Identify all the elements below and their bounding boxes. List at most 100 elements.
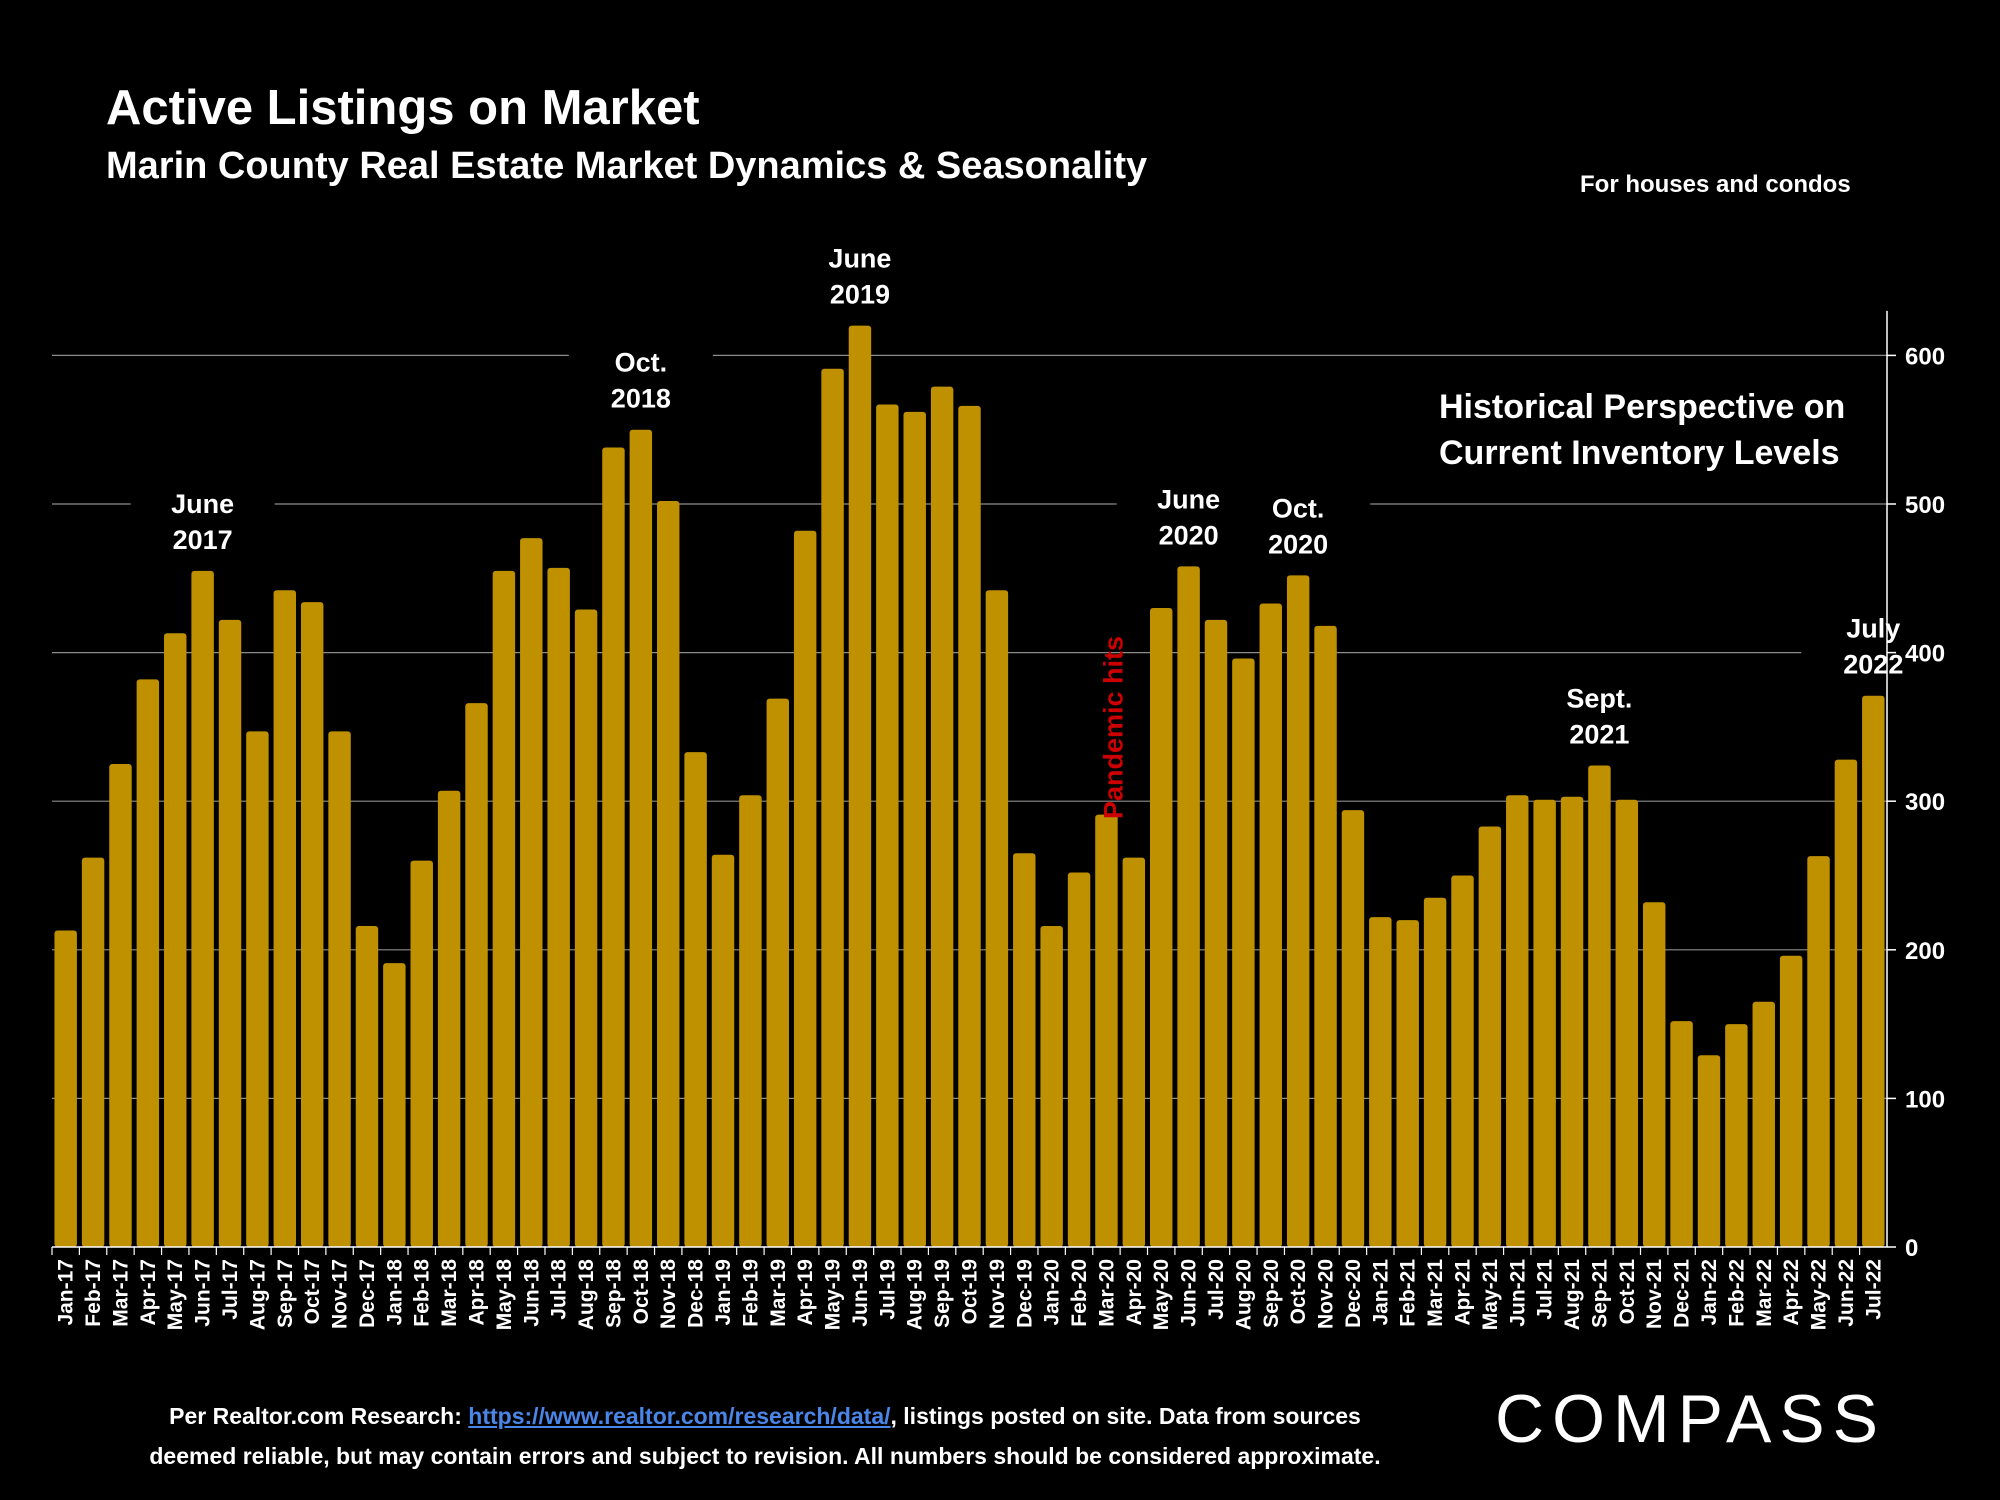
bar-apr-19 — [793, 530, 817, 1247]
annotation-mask — [130, 480, 275, 561]
x-tick-label: Sep-18 — [602, 1259, 625, 1328]
x-tick-label: Jun-20 — [1178, 1259, 1201, 1327]
x-tick-label: Jan-18 — [383, 1259, 406, 1326]
bar-may-17 — [164, 633, 187, 1247]
x-tick-label: Apr-21 — [1451, 1259, 1474, 1326]
bar-oct-20 — [1286, 575, 1310, 1247]
bar-mar-18 — [437, 790, 461, 1247]
x-tick-label: Feb-22 — [1725, 1259, 1748, 1327]
annotation-mask — [568, 339, 713, 420]
bar-jul-17 — [218, 619, 242, 1247]
annotation-line2: 2021 — [1569, 720, 1629, 750]
bar-jun-18 — [520, 538, 543, 1247]
x-tick-label: Aug-21 — [1561, 1259, 1584, 1330]
x-tick-label: May-20 — [1150, 1259, 1173, 1330]
x-tick-label: Mar-22 — [1753, 1259, 1776, 1327]
bar-may-18 — [492, 570, 516, 1247]
compass-logo: COMPASS — [1495, 1381, 1887, 1457]
x-tick-label: Feb-19 — [739, 1259, 762, 1327]
bar-apr-21 — [1451, 875, 1474, 1247]
y-tick-label: 100 — [1905, 1086, 1945, 1113]
bar-jan-19 — [711, 854, 735, 1247]
x-tick-label: Nov-18 — [657, 1259, 680, 1329]
bar-jun-21 — [1506, 795, 1529, 1247]
bar-may-19 — [821, 368, 844, 1247]
bar-feb-17 — [81, 857, 105, 1247]
x-tick-label: Mar-17 — [109, 1259, 132, 1327]
x-tick-label: Feb-20 — [1068, 1259, 1091, 1327]
scope-note: For houses and condos — [1580, 171, 1851, 198]
x-tick-label: Dec-20 — [1342, 1259, 1365, 1328]
x-tick-label: Mar-20 — [1095, 1259, 1118, 1327]
x-tick-label: Dec-18 — [685, 1259, 708, 1328]
bar-mar-17 — [109, 764, 132, 1247]
bar-dec-19 — [1013, 853, 1036, 1247]
bar-dec-20 — [1341, 810, 1365, 1247]
x-tick-label: Mar-19 — [767, 1259, 790, 1327]
source-link[interactable]: https://www.realtor.com/research/data/ — [468, 1403, 891, 1429]
x-tick-label: Oct-21 — [1616, 1259, 1639, 1325]
bar-feb-21 — [1396, 920, 1419, 1247]
x-tick-label: Apr-22 — [1780, 1259, 1803, 1326]
x-tick-label: Oct-20 — [1287, 1259, 1310, 1324]
annotation-mask — [1226, 485, 1371, 566]
bar-sep-17 — [273, 590, 297, 1247]
x-tick-label: Nov-21 — [1643, 1259, 1666, 1329]
source-footer: Per Realtor.com Research: https://www.re… — [100, 1396, 1430, 1476]
x-tick-label: Jun-21 — [1506, 1259, 1529, 1327]
bar-oct-19 — [958, 405, 981, 1247]
bar-aug-18 — [574, 609, 598, 1247]
x-tick-label: Jan-17 — [55, 1259, 78, 1326]
bar-nov-20 — [1314, 625, 1337, 1247]
x-tick-label: Jul-21 — [1534, 1259, 1557, 1320]
chart-title: Active Listings on Market — [106, 81, 700, 135]
bar-feb-22 — [1725, 1024, 1748, 1247]
x-tick-label: Dec-21 — [1671, 1259, 1694, 1328]
footer-disclaimer: deemed reliable, but may contain errors … — [149, 1443, 1381, 1469]
bar-mar-20 — [1095, 814, 1118, 1247]
bar-jan-17 — [54, 930, 77, 1247]
x-tick-label: Jan-19 — [712, 1259, 735, 1326]
bar-oct-18 — [629, 429, 653, 1247]
bar-mar-19 — [766, 698, 790, 1247]
annotation-line2: 2019 — [830, 280, 890, 310]
y-tick-label: 400 — [1905, 641, 1945, 668]
x-tick-label: Jul-17 — [219, 1259, 242, 1320]
bar-oct-21 — [1615, 799, 1639, 1247]
bar-nov-21 — [1642, 902, 1666, 1247]
bar-feb-20 — [1067, 872, 1091, 1247]
x-tick-label: Aug-20 — [1232, 1259, 1255, 1330]
bar-aug-19 — [903, 411, 926, 1247]
annotation-mask — [1801, 605, 1946, 686]
annotation-line1: June — [828, 244, 891, 274]
x-tick-label: Feb-21 — [1397, 1259, 1420, 1327]
bar-dec-18 — [684, 752, 707, 1247]
perspective-line-2: Current Inventory Levels — [1439, 434, 1840, 472]
x-tick-label: Sep-17 — [274, 1259, 297, 1328]
x-tick-label: Jun-18 — [520, 1259, 543, 1327]
y-tick-label: 500 — [1905, 492, 1945, 519]
bar-jul-22 — [1862, 695, 1885, 1247]
chart-subtitle: Marin County Real Estate Market Dynamics… — [106, 145, 1148, 187]
x-tick-label: Nov-19 — [986, 1259, 1009, 1329]
bar-nov-17 — [328, 731, 351, 1247]
annotation-line2: 2020 — [1159, 520, 1219, 550]
bar-jul-21 — [1533, 799, 1556, 1247]
bar-jul-19 — [876, 404, 899, 1247]
bar-aug-21 — [1560, 796, 1584, 1247]
bar-jun-17 — [191, 570, 214, 1247]
annotation-backgrounds — [130, 235, 1946, 756]
y-tick-label: 0 — [1905, 1235, 1918, 1262]
x-tick-label: Apr-19 — [794, 1259, 817, 1326]
x-tick-label: Oct-19 — [959, 1259, 982, 1324]
pandemic-label: Pandemic hits — [1098, 636, 1128, 819]
bar-sep-19 — [930, 386, 954, 1248]
bar-jun-22 — [1834, 759, 1858, 1247]
axes — [51, 310, 1896, 1255]
x-tick-label: Dec-19 — [1013, 1259, 1036, 1328]
perspective-caption: Historical Perspective on Current Invent… — [1439, 384, 1919, 476]
footer-suffix: , listings posted on site. Data from sou… — [890, 1403, 1361, 1429]
x-tick-label: Nov-17 — [329, 1259, 352, 1329]
x-tick-label: Jan-22 — [1698, 1259, 1721, 1326]
bar-apr-22 — [1779, 955, 1803, 1247]
